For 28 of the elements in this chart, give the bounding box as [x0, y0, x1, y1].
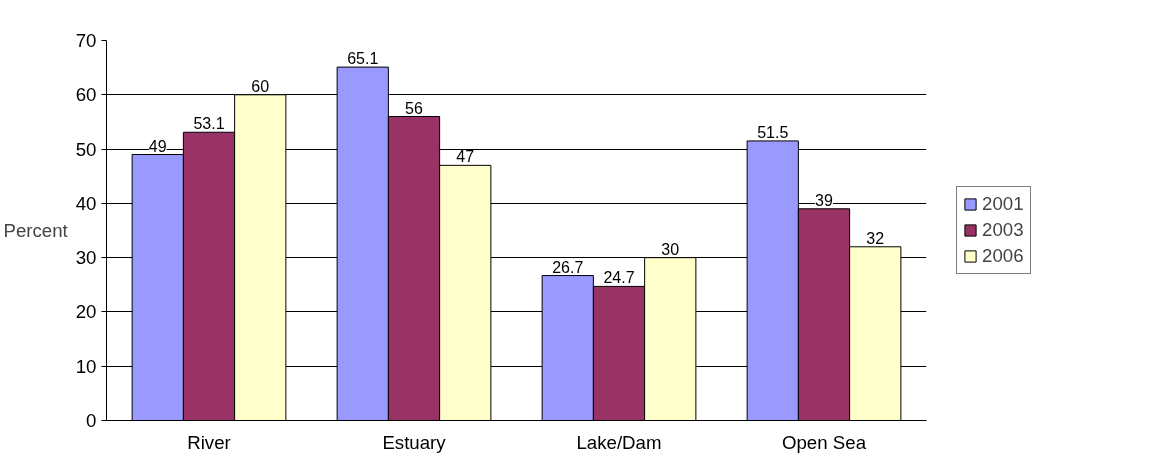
y-tick-label: 40: [75, 192, 97, 214]
y-tick-label: 50: [75, 138, 97, 160]
data-label: 47: [456, 148, 475, 166]
legend-label: 2001: [982, 193, 1024, 215]
data-label: 32: [866, 229, 885, 247]
y-tick-label: 70: [75, 30, 97, 51]
y-tick-label: 0: [86, 410, 97, 431]
data-label: 30: [661, 240, 680, 258]
data-label: 26.7: [552, 258, 584, 276]
y-axis-title: Percent: [3, 220, 69, 241]
data-label: 24.7: [603, 269, 635, 287]
y-tick-label: 10: [75, 355, 97, 377]
x-tick-label: Lake/Dam: [576, 431, 662, 453]
data-label: 53.1: [193, 115, 225, 133]
y-tick-label: 20: [75, 301, 97, 323]
x-tick-label: River: [187, 431, 231, 453]
data-label: 51.5: [757, 123, 789, 141]
data-label: 56: [405, 99, 423, 117]
y-tick-label: 60: [75, 84, 97, 106]
data-label: 49: [148, 137, 167, 155]
legend-label: 2003: [982, 219, 1024, 241]
x-tick-label: Open Sea: [781, 431, 867, 453]
data-label: 39: [815, 191, 833, 209]
legend-label: 2006: [982, 245, 1024, 267]
x-tick-label: Estuary: [382, 431, 447, 453]
data-label: 65.1: [347, 50, 379, 68]
y-tick-label: 30: [75, 247, 97, 269]
data-label: 60: [251, 77, 270, 95]
